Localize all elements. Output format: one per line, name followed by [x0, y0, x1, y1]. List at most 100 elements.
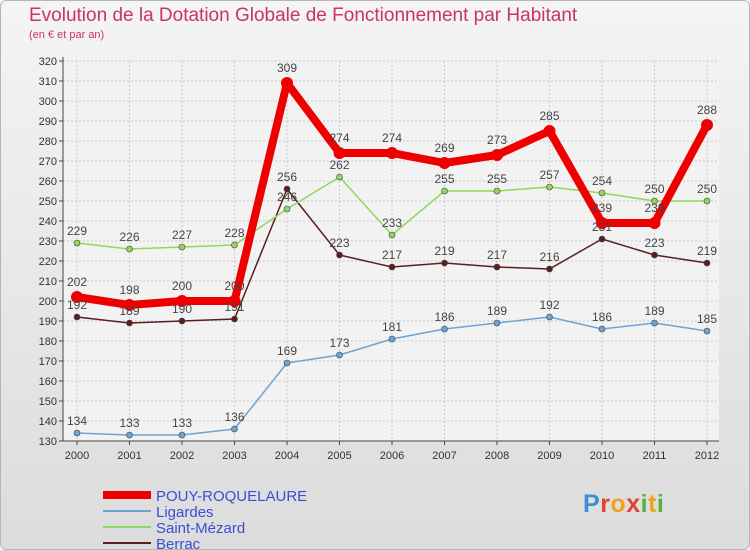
data-point [126, 431, 133, 439]
legend-label: Berrac [156, 536, 201, 550]
plot-area [63, 61, 719, 441]
data-label: 285 [539, 109, 559, 123]
x-tick-label: 2010 [590, 450, 614, 462]
data-point [386, 147, 398, 159]
data-point [283, 205, 291, 213]
y-tick-label: 140 [39, 416, 57, 428]
data-label: 186 [434, 310, 454, 324]
data-label: 309 [277, 61, 297, 75]
x-tick-label: 2005 [327, 450, 351, 462]
data-label-layer: 192 189 190 191 256 223 217 219 217 216 231 223 219 2… [67, 61, 717, 430]
data-point [491, 149, 503, 161]
x-tick-label: 2002 [170, 450, 194, 462]
data-point [231, 425, 238, 433]
data-point [336, 251, 343, 259]
data-label: 231 [592, 220, 612, 234]
data-label: 255 [487, 172, 507, 186]
data-label: 239 [644, 201, 664, 215]
x-tick-label: 2004 [275, 450, 299, 462]
data-label: 191 [224, 300, 244, 314]
x-tick-label: 2000 [65, 450, 89, 462]
data-point [441, 325, 448, 333]
data-label: 219 [434, 244, 454, 258]
data-point [176, 295, 188, 307]
y-tick-label: 240 [39, 216, 57, 228]
data-label: 262 [329, 158, 349, 172]
data-label: 134 [67, 414, 87, 428]
data-point [441, 187, 448, 195]
legend-label: Saint-Mézard [156, 520, 245, 537]
y-tick-label: 210 [39, 276, 57, 288]
data-label: 239 [592, 201, 612, 215]
data-point [438, 157, 451, 169]
logo-letter: r [600, 490, 611, 518]
data-point [178, 317, 186, 325]
data-point [388, 335, 396, 343]
legend-label: POUY-ROQUELAURE [156, 488, 307, 505]
legend-label: Ligardes [156, 504, 214, 521]
y-tick-label: 190 [39, 316, 57, 328]
data-point [546, 265, 553, 273]
data-point [71, 291, 83, 303]
data-label: 189 [119, 304, 139, 318]
data-point [703, 259, 711, 267]
legend: POUY-ROQUELAURELigardesSaint-MézardBerra… [103, 488, 307, 550]
data-point [651, 197, 658, 205]
data-point [388, 231, 396, 239]
x-tick-label: 2011 [643, 450, 667, 462]
y-tick-label: 130 [39, 436, 57, 448]
data-point [336, 351, 343, 359]
data-point [281, 77, 293, 89]
data-label: 200 [224, 279, 244, 293]
data-point [596, 217, 608, 229]
data-label: 223 [329, 236, 349, 250]
data-label: 136 [224, 410, 244, 424]
x-tick-label: 2009 [537, 450, 561, 462]
y-tick-label: 300 [39, 96, 57, 108]
data-label: 233 [382, 216, 402, 230]
y-tick-label: 280 [39, 136, 57, 148]
grid-layer [63, 60, 719, 442]
data-point [73, 239, 81, 247]
data-point [126, 319, 133, 327]
data-label: 269 [434, 141, 454, 155]
y-tick-label: 250 [39, 196, 57, 208]
y-tick-label: 170 [39, 356, 57, 368]
data-label: 186 [592, 310, 612, 324]
y-tick-label: 160 [39, 376, 57, 388]
data-label: 223 [644, 236, 664, 250]
data-point [493, 187, 501, 195]
data-point [123, 299, 136, 311]
data-label: 198 [119, 283, 139, 297]
x-tick-label: 2008 [485, 450, 509, 462]
data-label: 185 [697, 312, 717, 326]
data-label: 246 [277, 190, 297, 204]
y-tick-label: 220 [39, 256, 57, 268]
data-label: 288 [697, 103, 717, 117]
data-label: 192 [539, 298, 559, 312]
y-tick-label: 320 [39, 56, 57, 68]
data-point [701, 119, 713, 131]
x-tick-label: 2007 [432, 450, 456, 462]
data-label: 227 [172, 228, 192, 242]
data-point [703, 197, 711, 205]
data-point [73, 429, 81, 437]
chart-title: Evolution de la Dotation Globale de Fonc… [29, 5, 578, 26]
data-point [333, 147, 346, 159]
data-point [493, 319, 501, 327]
data-point [493, 263, 501, 271]
data-point [283, 185, 291, 193]
data-point [126, 245, 133, 253]
data-label: 173 [329, 336, 349, 350]
data-point [651, 251, 658, 259]
data-point [648, 217, 661, 229]
data-point [546, 313, 553, 321]
data-point [283, 359, 291, 367]
logo-letter: o [610, 490, 627, 518]
data-point [388, 263, 396, 271]
data-label: 250 [644, 182, 664, 196]
data-label: 255 [434, 172, 454, 186]
data-point [73, 313, 81, 321]
axes-layer: 130 140 150 160 170 180 190 200 210 220 230 240 250 2… [39, 56, 720, 462]
